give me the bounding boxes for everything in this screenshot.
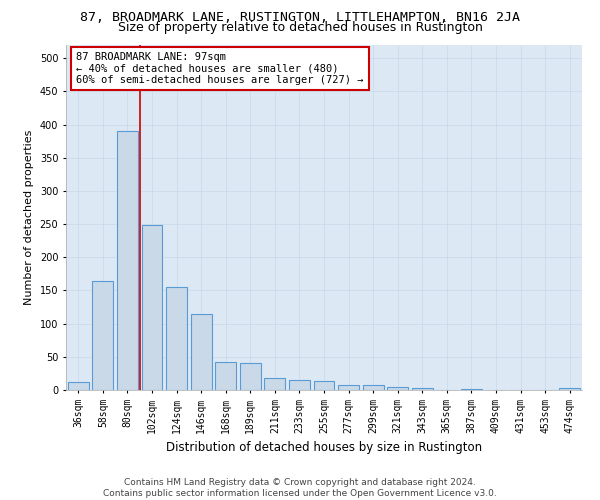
Text: 87, BROADMARK LANE, RUSTINGTON, LITTLEHAMPTON, BN16 2JA: 87, BROADMARK LANE, RUSTINGTON, LITTLEHA…: [80, 11, 520, 24]
Bar: [117, 131, 138, 390]
Text: 87 BROADMARK LANE: 97sqm
← 40% of detached houses are smaller (480)
60% of semi-: 87 BROADMARK LANE: 97sqm ← 40% of detach…: [76, 52, 364, 85]
Bar: [68, 382, 89, 390]
Bar: [387, 386, 408, 390]
Bar: [314, 382, 334, 390]
Bar: [265, 378, 286, 390]
Bar: [412, 388, 433, 390]
Bar: [191, 314, 212, 390]
Bar: [559, 388, 580, 390]
Bar: [362, 386, 383, 390]
Bar: [142, 226, 163, 390]
Bar: [240, 364, 261, 390]
Bar: [461, 388, 482, 390]
Text: Contains HM Land Registry data © Crown copyright and database right 2024.
Contai: Contains HM Land Registry data © Crown c…: [103, 478, 497, 498]
X-axis label: Distribution of detached houses by size in Rustington: Distribution of detached houses by size …: [166, 441, 482, 454]
Text: Size of property relative to detached houses in Rustington: Size of property relative to detached ho…: [118, 22, 482, 35]
Bar: [92, 280, 113, 390]
Bar: [338, 384, 359, 390]
Bar: [166, 286, 187, 390]
Y-axis label: Number of detached properties: Number of detached properties: [24, 130, 34, 305]
Bar: [215, 362, 236, 390]
Bar: [289, 380, 310, 390]
